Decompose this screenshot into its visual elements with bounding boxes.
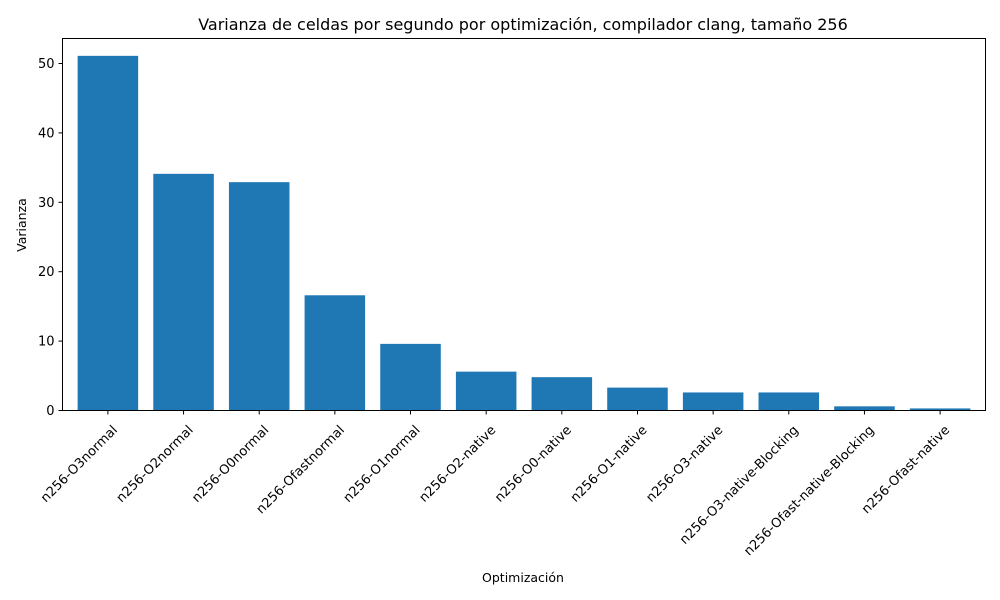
y-axis-label: Varianza xyxy=(14,198,29,252)
bar-n256-Ofastnormal xyxy=(304,295,366,411)
bar-n256-Ofast-native-Blocking xyxy=(834,406,895,411)
bar-n256-O1normal xyxy=(380,343,441,411)
bar-n256-O1-native xyxy=(607,387,668,411)
y-tick-label: 0 xyxy=(46,404,54,419)
y-tick-label: 40 xyxy=(38,126,55,141)
y-tick-label: 10 xyxy=(38,335,55,350)
y-tick-label: 20 xyxy=(38,265,55,280)
bars-group xyxy=(77,55,971,411)
bar-n256-O3-native xyxy=(682,392,744,411)
x-tick-label: n256-O3-native xyxy=(644,423,727,506)
x-tick-label: n256-O0-native xyxy=(492,423,575,506)
x-tick-label: n256-O0normal xyxy=(189,423,272,506)
bar-n256-O0normal xyxy=(228,182,290,411)
bar-n256-O3-native-Blocking xyxy=(758,392,820,411)
bar-n256-O3normal xyxy=(77,55,139,411)
bar-n256-O2-native xyxy=(455,371,517,411)
x-tick-label: n256-O1normal xyxy=(341,423,424,506)
x-tick-label: n256-O1-native xyxy=(568,423,651,506)
x-axis-label: Optimización xyxy=(482,570,564,585)
x-tick-label: n256-O2-native xyxy=(417,423,500,506)
x-tick-label: n256-O3normal xyxy=(38,423,121,506)
chart-title: Varianza de celdas por segundo por optim… xyxy=(198,15,848,34)
plot-frame xyxy=(62,38,986,411)
x-tick-label: n256-O2normal xyxy=(114,423,197,506)
x-tick-label: n256-Ofast-native-Blocking xyxy=(741,423,877,559)
y-axis: 0 10 20 30 40 50 xyxy=(38,57,63,419)
y-tick-label: 30 xyxy=(38,196,55,211)
y-tick-label: 50 xyxy=(38,57,55,72)
bar-n256-Ofast-native xyxy=(909,408,971,411)
bar-n256-O0-native xyxy=(531,377,593,411)
bar-n256-O2normal xyxy=(153,173,214,411)
